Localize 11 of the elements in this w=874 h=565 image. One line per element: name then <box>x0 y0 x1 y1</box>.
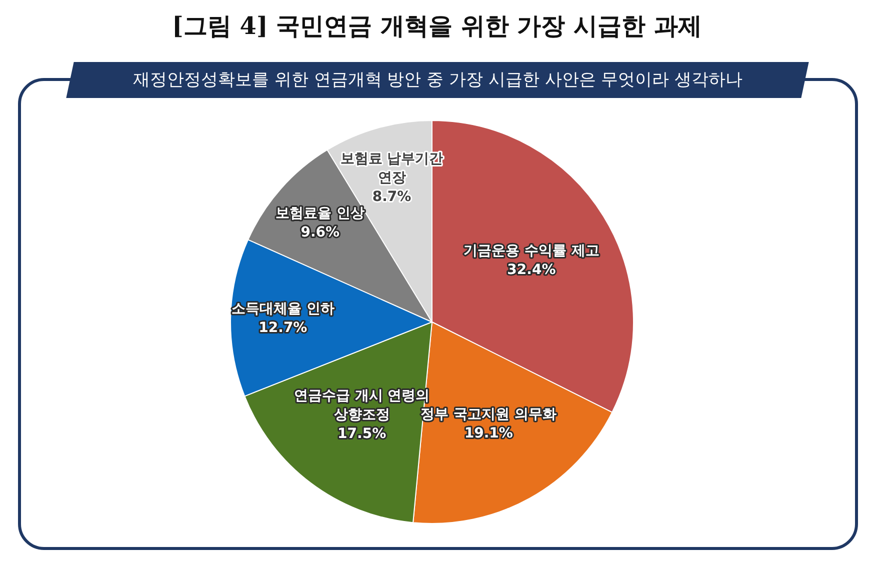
slice-label: 기금운용 수익률 제고 <box>464 242 600 259</box>
chart-subtitle: 재정안정성확보를 위한 연금개혁 방안 중 가장 시급한 사안은 무엇이라 생각하나 <box>132 69 742 92</box>
slice-label: 보험료율 인상 <box>276 206 365 222</box>
chart-title: [그림 4] 국민연금 개혁을 위한 가장 시급한 과제 <box>171 10 703 42</box>
slice-label: 소득대체율 인하 <box>231 300 334 317</box>
data-label: 17.5% <box>338 426 386 442</box>
data-label: 19.1% <box>464 425 513 442</box>
data-label: 32.4% <box>507 262 556 278</box>
data-label: 12.7% <box>258 320 308 336</box>
data-label: 9.6% <box>300 224 340 241</box>
data-label: 8.7% <box>372 189 412 206</box>
